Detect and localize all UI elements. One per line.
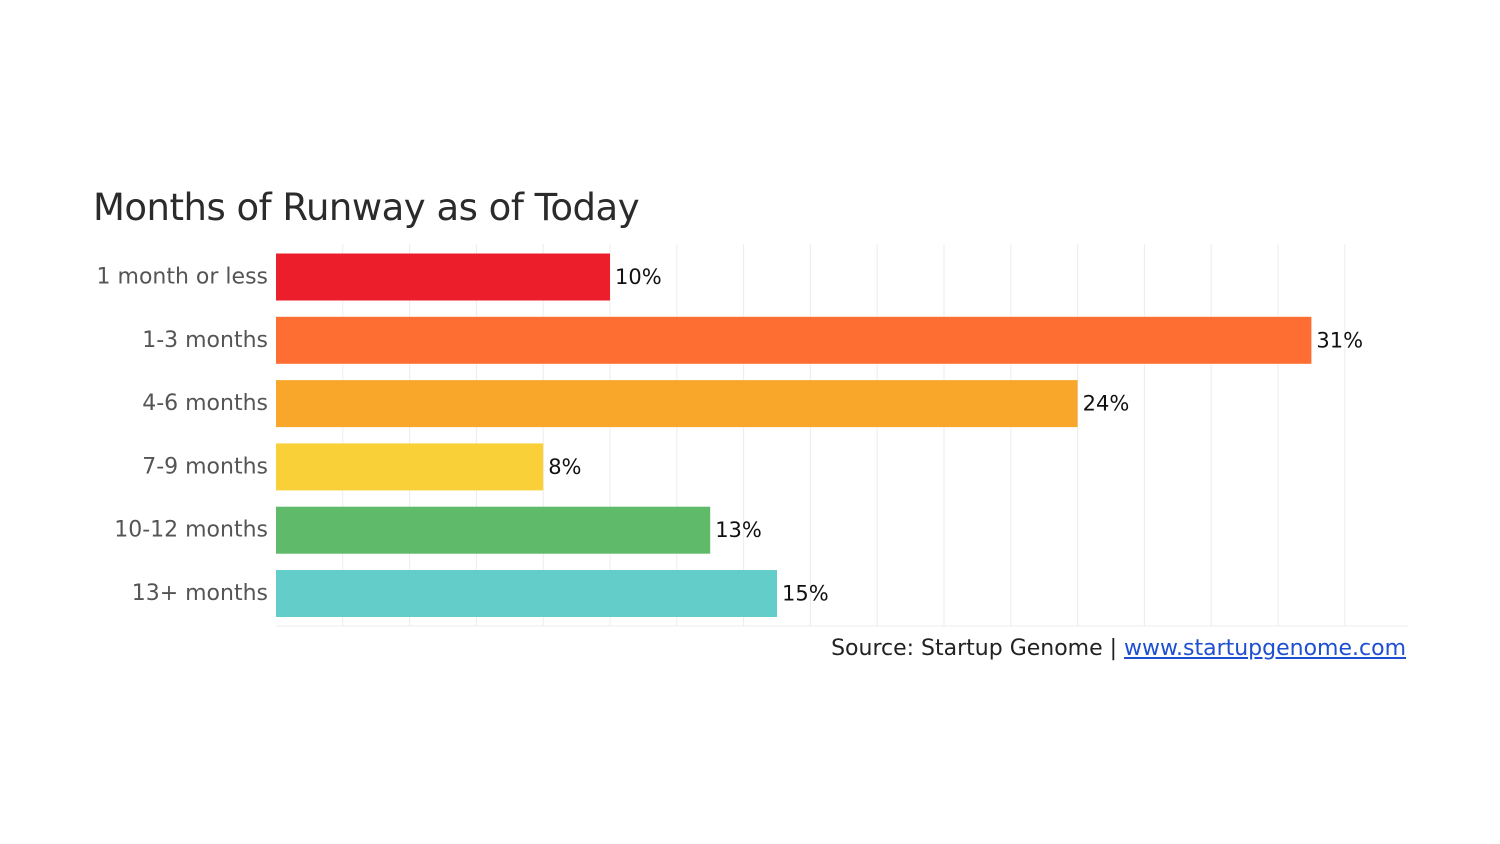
data-label: 10% bbox=[615, 265, 662, 289]
bar-10-12-months bbox=[276, 506, 711, 554]
source-text: Source: Startup Genome bbox=[831, 636, 1103, 661]
source-separator: | bbox=[1102, 636, 1125, 661]
y-tick-label: 7-9 months bbox=[142, 454, 268, 479]
bars bbox=[276, 253, 1312, 617]
y-tick-label: 1-3 months bbox=[142, 328, 268, 353]
y-tick-label: 4-6 months bbox=[142, 391, 268, 416]
gridlines bbox=[276, 244, 1408, 627]
labels: 1 month or less 10% 1-3 months 31% 4-6 month… bbox=[97, 265, 1364, 607]
source-link[interactable]: www.startupgenome.com bbox=[1124, 636, 1406, 661]
bar-1-3-months bbox=[276, 316, 1312, 364]
data-label: 24% bbox=[1083, 392, 1130, 416]
data-label: 15% bbox=[782, 582, 829, 606]
data-label: 13% bbox=[715, 518, 762, 542]
data-label: 8% bbox=[548, 455, 581, 479]
data-label: 31% bbox=[1316, 328, 1363, 352]
bar-13-months bbox=[276, 570, 777, 617]
y-tick-label: 13+ months bbox=[132, 581, 268, 606]
y-tick-label: 1 month or less bbox=[97, 265, 268, 290]
bar-7-9-months bbox=[276, 443, 544, 491]
y-tick-label: 10-12 months bbox=[114, 518, 268, 543]
bar-1-month-or-less bbox=[276, 253, 610, 301]
chart-title: Months of Runway as of Today bbox=[93, 186, 640, 229]
bar-4-6-months bbox=[276, 380, 1078, 428]
source-attribution: Source: Startup Genome | www.startupgeno… bbox=[831, 636, 1406, 661]
